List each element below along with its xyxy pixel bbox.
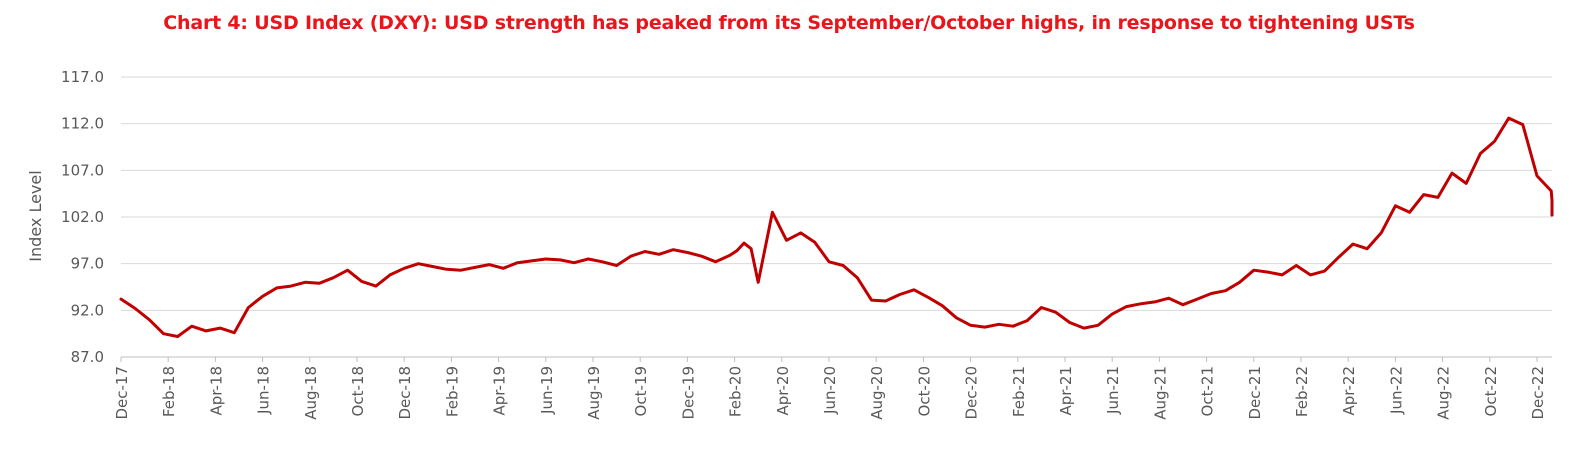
- x-tick-label: Aug-19: [585, 366, 603, 420]
- x-tick-label: Jun-18: [255, 366, 273, 415]
- x-tick-label: Dec-21: [1246, 366, 1264, 420]
- x-tick-label: Aug-20: [868, 366, 886, 420]
- x-tick-label: Jun-19: [538, 366, 556, 415]
- x-tick-label: Aug-21: [1151, 366, 1169, 420]
- x-tick-label: Oct-18: [349, 366, 367, 416]
- y-axis-title: Index Level: [26, 170, 45, 261]
- x-tick-label: Feb-22: [1293, 366, 1311, 417]
- x-tick-label: Aug-22: [1435, 366, 1453, 420]
- x-tick-label: Jun-21: [1104, 366, 1122, 415]
- x-tick-label: Jun-22: [1387, 366, 1405, 415]
- y-tick-label: 112.0: [61, 115, 104, 133]
- series-line-usd-index: [119, 116, 1554, 338]
- x-tick-label: Apr-19: [491, 366, 509, 416]
- x-axis-ticks: Dec-17 Feb-18 Apr-18 Jun-18 Aug-18 Oct-18 Dec-…: [113, 357, 1547, 420]
- x-tick-label: Feb-21: [1010, 366, 1028, 417]
- x-tick-label: Dec-22: [1529, 366, 1547, 420]
- y-tick-label: 87.0: [71, 348, 104, 366]
- chart-title: Chart 4: USD Index (DXY): USD strength h…: [163, 12, 1415, 34]
- x-tick-label: Oct-21: [1199, 366, 1217, 416]
- x-tick-label: Dec-20: [963, 366, 981, 420]
- x-tick-label: Dec-17: [113, 366, 131, 420]
- y-axis-ticks: 87.0 92.0 97.0 102.0 107.0 112.0 117.0: [61, 68, 104, 366]
- x-tick-label: Feb-20: [727, 366, 745, 417]
- y-tick-label: 97.0: [71, 255, 104, 273]
- y-tick-label: 102.0: [61, 208, 104, 226]
- y-tick-label: 117.0: [61, 68, 104, 86]
- x-tick-label: Apr-22: [1340, 366, 1358, 416]
- x-tick-label: Oct-20: [915, 366, 933, 416]
- x-tick-label: Feb-19: [443, 366, 461, 417]
- x-tick-label: Apr-21: [1057, 366, 1075, 416]
- x-tick-label: Apr-20: [774, 366, 792, 416]
- x-tick-label: Apr-18: [207, 366, 225, 416]
- x-tick-label: Dec-19: [679, 366, 697, 420]
- x-tick-label: Oct-19: [632, 366, 650, 416]
- x-tick-label: Aug-18: [302, 366, 320, 420]
- y-tick-label: 107.0: [61, 161, 104, 179]
- x-tick-label: Feb-18: [160, 366, 178, 417]
- x-tick-label: Jun-20: [821, 366, 839, 415]
- x-tick-label: Dec-18: [396, 366, 414, 420]
- x-tick-label: Oct-22: [1482, 366, 1500, 416]
- y-tick-label: 92.0: [71, 301, 104, 319]
